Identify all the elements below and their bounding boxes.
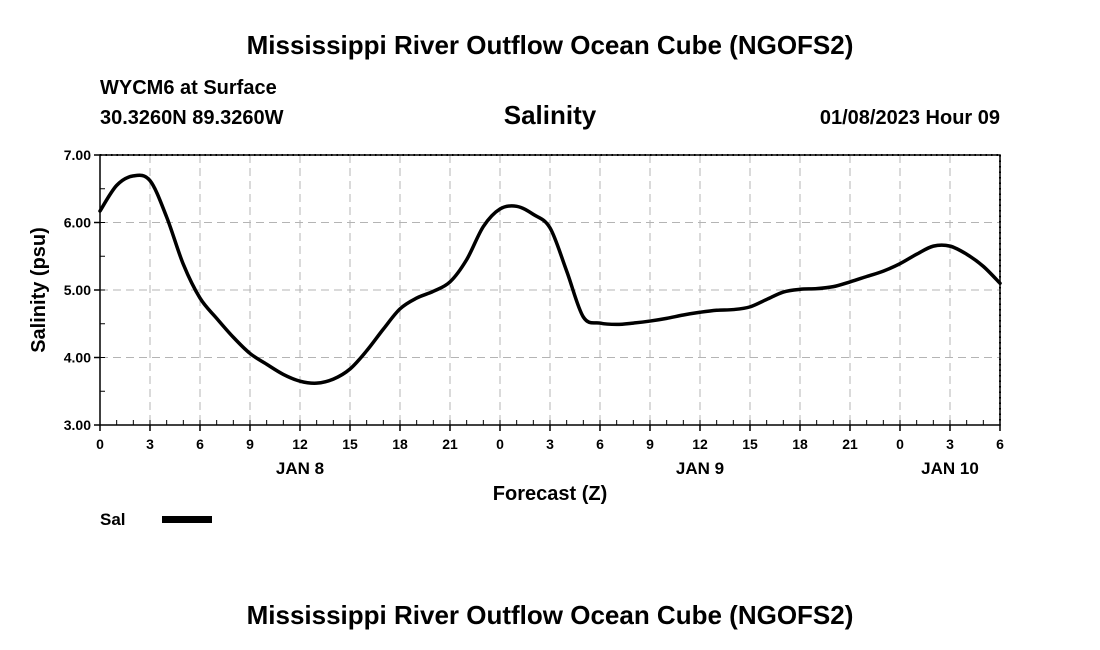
x-tick-label: 3 <box>946 436 954 452</box>
x-tick-label: 21 <box>442 436 458 452</box>
x-tick-label: 6 <box>996 436 1004 452</box>
legend-label: Sal <box>100 510 126 529</box>
x-tick-label: 15 <box>742 436 758 452</box>
y-axis-ticks: 3.00 4.00 5.00 6.00 7.00 <box>64 147 105 433</box>
x-tick-label: 0 <box>896 436 904 452</box>
legend-swatch <box>162 516 212 523</box>
day-label: JAN 9 <box>676 459 724 478</box>
x-tick-label: 3 <box>146 436 154 452</box>
datetime-label: 01/08/2023 Hour 09 <box>820 107 1000 129</box>
plot-border-dots <box>100 154 1001 425</box>
grid <box>100 155 1000 425</box>
x-tick-label: 12 <box>292 436 308 452</box>
x-tick-label: 0 <box>96 436 104 452</box>
x-tick-label: 6 <box>196 436 204 452</box>
x-tick-label: 3 <box>546 436 554 452</box>
x-axis-ticks: 0 3 6 9 12 15 18 21 0 3 6 9 12 15 18 21 0 3 6 <box>96 420 1004 452</box>
y-tick-label: 3.00 <box>64 417 91 433</box>
page-title: Mississippi River Outflow Ocean Cube (NG… <box>247 30 854 60</box>
x-tick-label: 15 <box>342 436 358 452</box>
x-tick-label: 9 <box>246 436 254 452</box>
y-tick-label: 5.00 <box>64 282 91 298</box>
y-tick-label: 7.00 <box>64 147 91 163</box>
x-axis-label: Forecast (Z) <box>493 483 607 505</box>
x-tick-label: 21 <box>842 436 858 452</box>
x-tick-label: 9 <box>646 436 654 452</box>
day-labels: JAN 8 JAN 9 JAN 10 <box>276 459 979 478</box>
x-tick-label: 12 <box>692 436 708 452</box>
chart-title: Salinity <box>504 100 597 130</box>
station-label: WYCM6 at Surface <box>100 77 277 99</box>
coordinates-label: 30.3260N 89.3260W <box>100 107 284 129</box>
y-axis-label: Salinity (psu) <box>28 227 50 353</box>
footer-title: Mississippi River Outflow Ocean Cube (NG… <box>247 600 854 630</box>
series-line-sal <box>98 173 1002 385</box>
x-tick-label: 18 <box>792 436 808 452</box>
x-tick-label: 6 <box>596 436 604 452</box>
day-label: JAN 10 <box>921 459 979 478</box>
day-label: JAN 8 <box>276 459 324 478</box>
y-tick-label: 4.00 <box>64 350 91 366</box>
x-tick-label: 18 <box>392 436 408 452</box>
x-tick-label: 0 <box>496 436 504 452</box>
y-tick-label: 6.00 <box>64 215 91 231</box>
